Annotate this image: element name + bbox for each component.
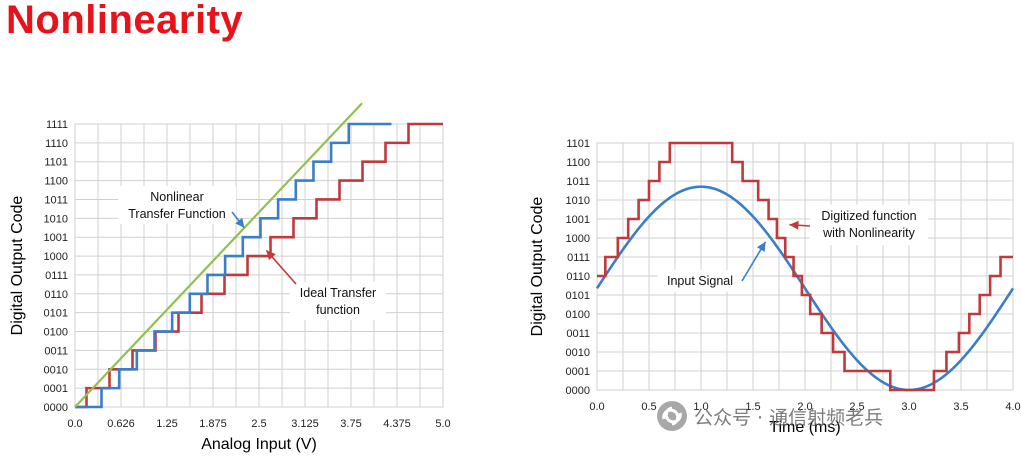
y-tick-label: 0111 bbox=[45, 270, 68, 282]
y-axis-label: Digital Output Code bbox=[529, 197, 546, 337]
y-axis-label: Digital Output Code bbox=[9, 196, 26, 336]
x-tick-label: 0.626 bbox=[107, 418, 135, 430]
y-tick-label: 1010 bbox=[566, 195, 590, 207]
y-tick-label: 1001 bbox=[566, 214, 590, 226]
y-tick-label: 1100 bbox=[566, 157, 590, 169]
y-tick-label: 0010 bbox=[566, 347, 590, 359]
annotation-text: Input Signal bbox=[667, 274, 733, 288]
time-domain-plot: 0000 0001 0010 0011 0100 0101 0110 0111 1000 1001… bbox=[529, 138, 1021, 436]
page-title: Nonlinearity bbox=[6, 0, 244, 42]
x-tick-label: 1.25 bbox=[156, 418, 177, 430]
x-tick-label: 3.0 bbox=[901, 401, 916, 413]
x-tick-label: 1.5 bbox=[745, 401, 760, 413]
y-tick-label: 1101 bbox=[44, 157, 68, 169]
annotation-text: Transfer Function bbox=[128, 207, 226, 221]
x-tick-label: 3.5 bbox=[953, 401, 968, 413]
annotation-text: Digitized function bbox=[821, 209, 916, 223]
y-tick-label: 1011 bbox=[566, 176, 590, 188]
y-tick-label: 1110 bbox=[45, 138, 68, 150]
annotation-box bbox=[658, 270, 742, 292]
series-line-1 bbox=[75, 122, 443, 409]
y-tick-label: 0011 bbox=[566, 328, 590, 340]
y-tick-label: 0001 bbox=[566, 366, 590, 378]
x-tick-label: 2.5 bbox=[849, 401, 864, 413]
y-tick-label: 0100 bbox=[44, 327, 68, 339]
x-tick-label: 4.0 bbox=[1005, 401, 1020, 413]
y-tick-label: 1011 bbox=[44, 194, 68, 206]
y-tick-label: 0001 bbox=[44, 383, 68, 395]
y-tick-label: 0100 bbox=[566, 309, 590, 321]
series-line-1 bbox=[595, 185, 1015, 392]
x-tick-label: 3.125 bbox=[291, 418, 319, 430]
transfer-function-plot: 0000 0001 0010 0011 0100 0101 0110 0111 1000 1001… bbox=[9, 102, 451, 453]
x-tick-label: 0.0 bbox=[589, 401, 604, 413]
x-tick-label: 1.875 bbox=[199, 418, 227, 430]
annotation-box bbox=[810, 205, 928, 245]
y-tick-label: 0000 bbox=[44, 402, 68, 414]
annotation-box bbox=[290, 282, 386, 320]
annotation-text: Ideal Transfer bbox=[300, 286, 376, 300]
x-axis-label: Time (ms) bbox=[769, 419, 840, 436]
y-tick-label: 1111 bbox=[46, 119, 68, 131]
y-tick-label: 1000 bbox=[44, 251, 68, 263]
y-tick-label: 0000 bbox=[566, 385, 590, 397]
annotation-arrowhead bbox=[235, 217, 245, 228]
y-tick-label: 1100 bbox=[44, 176, 68, 188]
y-tick-label: 0010 bbox=[44, 364, 68, 376]
annotation-arrowhead bbox=[266, 250, 276, 261]
annotation-text: Nonlinear bbox=[150, 190, 204, 204]
annotation-box bbox=[118, 186, 236, 224]
y-tick-label: 1010 bbox=[44, 213, 68, 225]
watermark-text: 公众号 · 通信射频老兵 bbox=[694, 406, 884, 429]
y-tick-label: 0101 bbox=[566, 290, 590, 302]
transfer-function-chart: 0000 0001 0010 0011 0100 0101 0110 0111 1000 1001… bbox=[0, 0, 470, 458]
annotation-arrowhead bbox=[789, 220, 799, 230]
annotation-text: with Nonlinearity bbox=[822, 226, 915, 240]
y-tick-label: 0110 bbox=[44, 289, 68, 301]
x-tick-label: 1.0 bbox=[693, 401, 708, 413]
x-axis-label: Analog Input (V) bbox=[201, 436, 317, 453]
y-tick-label: 1001 bbox=[44, 232, 68, 244]
y-tick-label: 0110 bbox=[566, 271, 590, 283]
x-tick-label: 2.5 bbox=[251, 418, 266, 430]
series-line-3 bbox=[74, 102, 363, 408]
y-tick-label: 0111 bbox=[567, 252, 590, 264]
wechat-logo-icon bbox=[657, 401, 687, 431]
y-tick-label: 1101 bbox=[566, 138, 590, 150]
x-tick-label: 0.0 bbox=[67, 418, 82, 430]
x-tick-label: 2.0 bbox=[797, 401, 812, 413]
watermark: 公众号 · 通信射频老兵 bbox=[656, 398, 883, 434]
annotation-arrowhead bbox=[756, 241, 766, 252]
time-domain-chart: 0000 0001 0010 0011 0100 0101 0110 0111 1000 1001… bbox=[520, 0, 1021, 458]
annotation-text: function bbox=[316, 303, 360, 317]
x-tick-label: 0.5 bbox=[641, 401, 656, 413]
x-tick-label: 5.0 bbox=[435, 418, 450, 430]
series-line-2 bbox=[597, 141, 1013, 392]
y-tick-label: 0011 bbox=[44, 345, 68, 357]
series-line-2 bbox=[75, 122, 392, 409]
y-tick-label: 0101 bbox=[44, 308, 68, 320]
x-tick-label: 3.75 bbox=[340, 418, 361, 430]
x-tick-label: 4.375 bbox=[383, 418, 411, 430]
y-tick-label: 1000 bbox=[566, 233, 590, 245]
